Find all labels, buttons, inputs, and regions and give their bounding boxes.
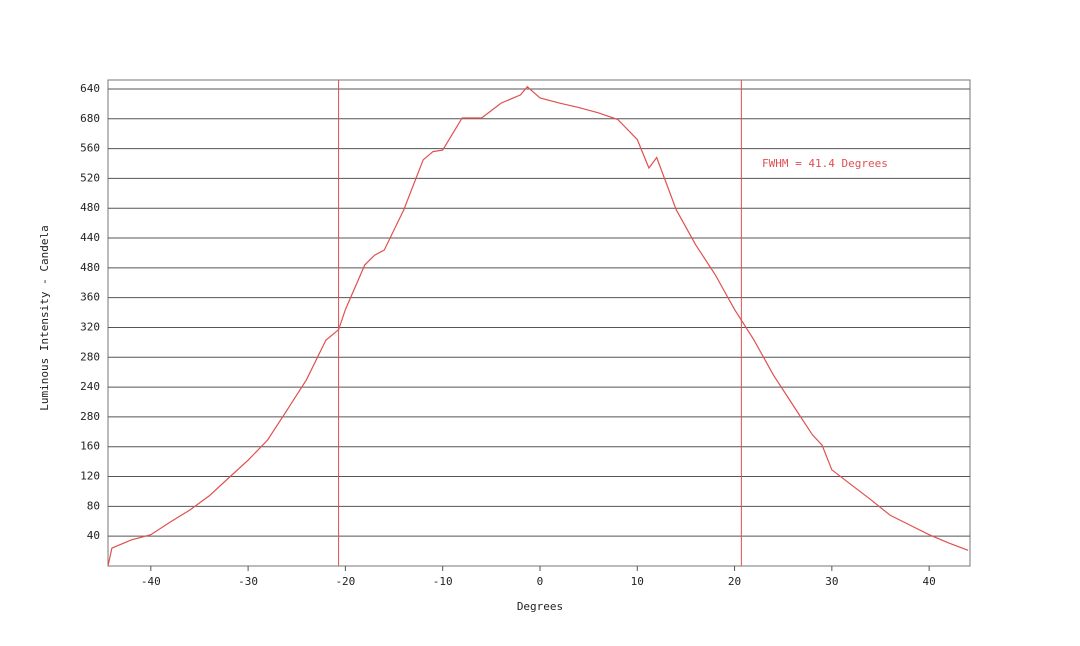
y-tick-label: 680	[80, 112, 100, 125]
x-tick-label: 10	[631, 575, 644, 588]
y-tick-label: 480	[80, 261, 100, 274]
y-tick-label: 80	[87, 499, 100, 512]
y-tick-label: 280	[80, 410, 100, 423]
y-tick-label: 560	[80, 142, 100, 155]
x-tick-label: 30	[825, 575, 838, 588]
x-tick-label: 0	[537, 575, 544, 588]
y-tick-label: 160	[80, 440, 100, 453]
x-tick-label: -20	[335, 575, 355, 588]
x-tick-label: -40	[141, 575, 161, 588]
y-tick-label: 240	[80, 380, 100, 393]
y-tick-label: 520	[80, 171, 100, 184]
intensity-line	[107, 85, 969, 567]
y-tick-label: 120	[80, 470, 100, 483]
x-tick-label: 20	[728, 575, 741, 588]
annotation: FWHM = 41.4 Degrees	[762, 157, 888, 170]
plot-frame	[107, 79, 971, 567]
x-tick-label: -10	[433, 575, 453, 588]
y-tick-label: 480	[80, 201, 100, 214]
x-axis-label: Degrees	[517, 600, 563, 613]
y-axis-label: Luminous Intensity - Candela	[38, 225, 51, 410]
y-tick-label: 360	[80, 291, 100, 304]
x-tick-label: 40	[923, 575, 936, 588]
y-tick-label: 320	[80, 320, 100, 333]
y-tick-label: 280	[80, 350, 100, 363]
y-tick-label: 40	[87, 529, 100, 542]
y-tick-label: 640	[80, 82, 100, 95]
x-tick-label: -30	[238, 575, 258, 588]
y-tick-label: 440	[80, 231, 100, 244]
